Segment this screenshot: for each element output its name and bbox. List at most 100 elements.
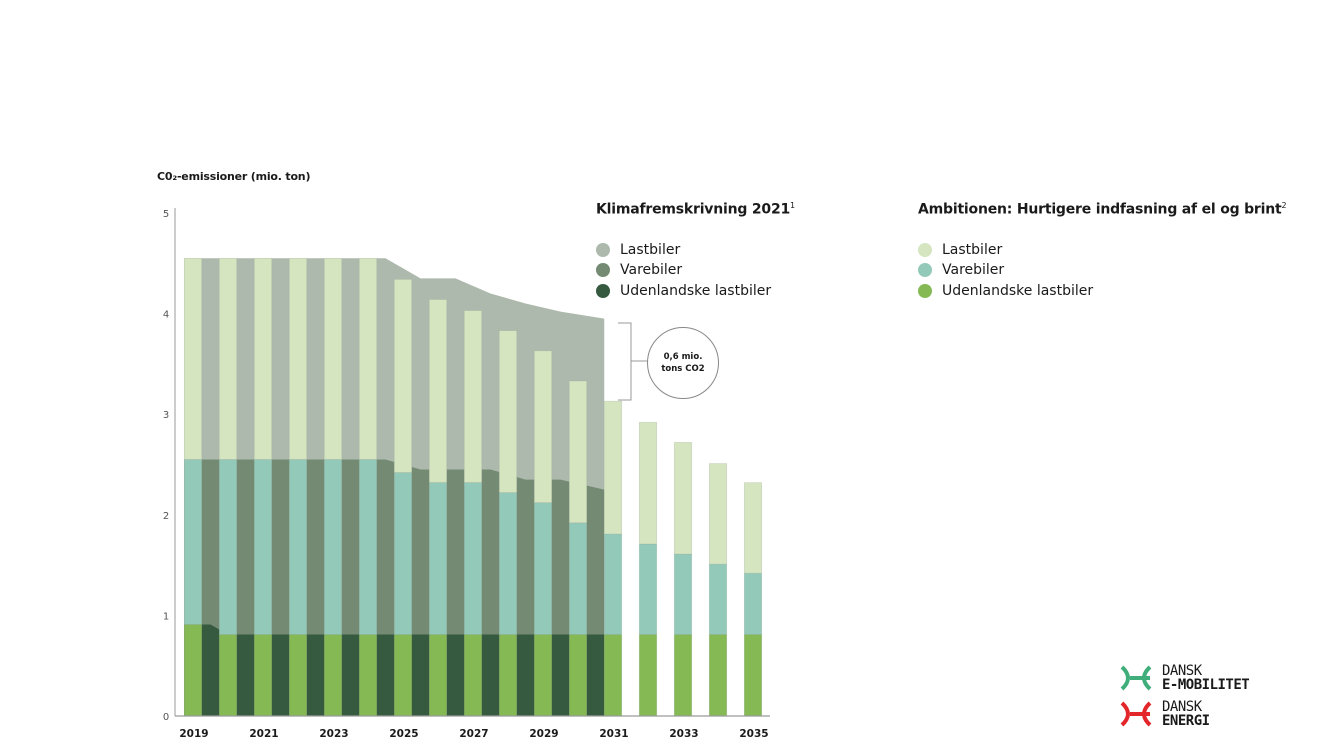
logo-dansk-energi: DANSK ENERGI	[1120, 700, 1210, 728]
bar-segment-varebiler	[358, 459, 378, 635]
bar-segment-udenlandske-lastbiler	[253, 634, 273, 717]
bar-segment-varebiler	[533, 502, 553, 635]
bar-2028	[498, 330, 518, 717]
x-tick-label: 2027	[459, 728, 488, 740]
bar-segment-varebiler	[288, 459, 308, 635]
bar-2032	[638, 421, 658, 717]
bar-2031	[603, 400, 623, 717]
bar-segment-lastbiler	[743, 482, 763, 574]
bar-2027	[463, 310, 483, 717]
bar-2021	[253, 257, 273, 717]
legend-item-ref-varebiler: Varebiler	[596, 260, 795, 281]
legend-swatch	[918, 283, 932, 298]
x-tick-label: 2023	[319, 728, 348, 740]
y-tick-label: 4	[163, 310, 169, 321]
bar-segment-varebiler	[218, 459, 238, 635]
bar-2023	[323, 257, 343, 717]
y-tick-label: 1	[163, 611, 169, 622]
bar-2034	[708, 463, 728, 717]
bar-segment-lastbiler	[568, 380, 588, 524]
bar-segment-udenlandske-lastbiler	[708, 634, 728, 717]
bar-segment-udenlandske-lastbiler	[323, 634, 343, 717]
bar-segment-varebiler	[183, 459, 203, 625]
x-tick-label: 2033	[669, 728, 698, 740]
bar-segment-varebiler	[568, 522, 588, 635]
bar-segment-lastbiler	[463, 310, 483, 483]
x-tick-label: 2019	[179, 728, 208, 740]
bar-segment-lastbiler	[323, 257, 343, 460]
bar-2022	[288, 257, 308, 717]
bar-segment-lastbiler	[253, 257, 273, 460]
bar-2033	[673, 442, 693, 717]
bar-2030	[568, 380, 588, 717]
legend-swatch	[596, 242, 610, 257]
x-tick-label: 2031	[599, 728, 628, 740]
legend-reference-title: Klimafremskrivning 20211	[596, 201, 795, 218]
bar-segment-lastbiler	[358, 257, 378, 460]
bar-segment-lastbiler	[183, 257, 203, 460]
bar-segment-lastbiler	[393, 279, 413, 473]
bar-segment-udenlandske-lastbiler	[743, 634, 763, 717]
x-tick-label: 2029	[529, 728, 558, 740]
x-tick-label: 2025	[389, 728, 418, 740]
bar-segment-udenlandske-lastbiler	[603, 634, 623, 717]
bar-segment-udenlandske-lastbiler	[498, 634, 518, 717]
legend-swatch	[596, 283, 610, 298]
bracket-line	[618, 322, 632, 401]
bar-2019	[183, 257, 203, 717]
legend-reference: Klimafremskrivning 20211 Lastbiler Vareb…	[596, 201, 795, 301]
bar-segment-varebiler	[603, 533, 623, 635]
savings-callout: 0,6 mio. tons CO2	[647, 327, 719, 399]
legend-swatch	[918, 263, 932, 278]
logo-dansk-e-mobilitet: DANSK E-MOBILITET	[1120, 664, 1250, 692]
bar-2026	[428, 299, 448, 717]
bar-segment-varebiler	[428, 482, 448, 635]
bar-segment-udenlandske-lastbiler	[393, 634, 413, 717]
bar-2029	[533, 350, 553, 717]
bar-segment-lastbiler	[673, 442, 693, 555]
axes-layer: 0 1 2 3 4 5 2019 2021 2023 2025 2027 2029 2031 2033 20…	[163, 208, 770, 740]
legend-swatch	[918, 242, 932, 257]
bar-segment-lastbiler	[428, 299, 448, 483]
bar-segment-varebiler	[638, 543, 658, 635]
bar-segment-udenlandske-lastbiler	[568, 634, 588, 717]
bar-2024	[358, 257, 378, 717]
bar-segment-varebiler	[323, 459, 343, 635]
bar-segment-udenlandske-lastbiler	[638, 634, 658, 717]
annotation-layer	[618, 322, 647, 401]
legend-swatch	[596, 263, 610, 278]
bar-segment-varebiler	[253, 459, 273, 635]
bar-segment-udenlandske-lastbiler	[218, 634, 238, 717]
bar-segment-lastbiler	[218, 257, 238, 460]
bar-segment-varebiler	[743, 572, 763, 635]
bar-segment-udenlandske-lastbiler	[183, 624, 203, 717]
legend-item-amb-lastbiler: Lastbiler	[918, 240, 1286, 261]
y-tick-label: 3	[163, 410, 169, 421]
bar-segment-udenlandske-lastbiler	[358, 634, 378, 717]
bar-segment-varebiler	[463, 482, 483, 635]
legend-ambition-title: Ambitionen: Hurtigere indfasning af el o…	[918, 201, 1287, 218]
legend-item-amb-udenlandske: Udenlandske lastbiler	[918, 281, 1286, 302]
y-axis-title: C0₂-emissioner (mio. ton)	[157, 170, 311, 183]
legend-item-ref-lastbiler: Lastbiler	[596, 240, 795, 261]
ambition-bars-layer	[183, 257, 763, 717]
bar-segment-lastbiler	[708, 463, 728, 565]
e-mobilitet-logo-icon	[1120, 665, 1152, 691]
y-tick-label: 5	[163, 209, 169, 220]
bar-segment-varebiler	[673, 553, 693, 635]
bar-segment-lastbiler	[498, 330, 518, 493]
dansk-energi-logo-icon	[1120, 701, 1152, 727]
bar-segment-varebiler	[708, 563, 728, 635]
bar-segment-udenlandske-lastbiler	[463, 634, 483, 717]
y-tick-label: 0	[163, 712, 169, 723]
bar-segment-lastbiler	[603, 400, 623, 535]
bar-segment-udenlandske-lastbiler	[673, 634, 693, 717]
y-tick-label: 2	[163, 511, 169, 522]
legend-item-amb-varebiler: Varebiler	[918, 260, 1286, 281]
bar-segment-udenlandske-lastbiler	[428, 634, 448, 717]
bar-segment-varebiler	[498, 492, 518, 635]
bar-segment-lastbiler	[288, 257, 308, 460]
bar-2025	[393, 279, 413, 717]
bar-segment-varebiler	[393, 472, 413, 635]
